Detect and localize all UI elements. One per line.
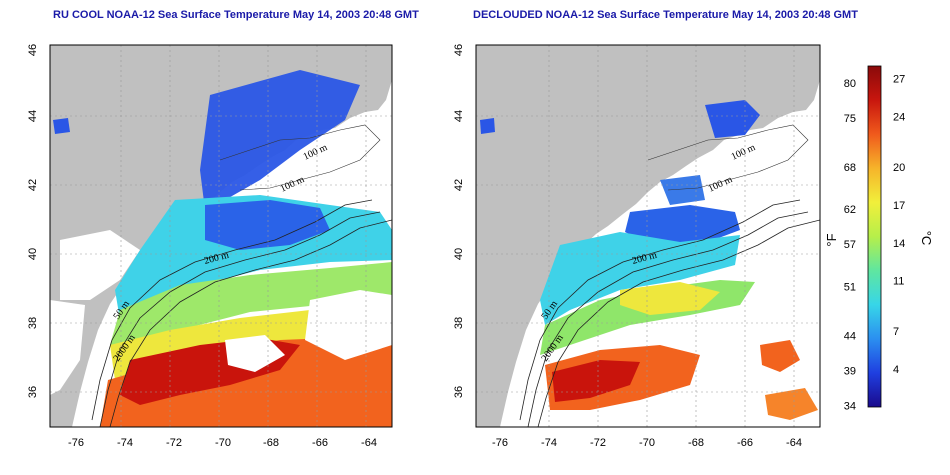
fahrenheit-tick-label: 57 [844, 239, 856, 251]
left-x-tick: -74 [117, 437, 133, 449]
fahrenheit-tick-label: 34 [844, 401, 856, 413]
left-y-tick: 38 [27, 317, 39, 329]
right-sst-orange-patch-east [760, 340, 800, 372]
right-x-axis: -76 -74 -72 -70 -68 -66 -64 [492, 437, 802, 449]
fahrenheit-tick-label: 51 [844, 281, 856, 293]
right-grid [476, 45, 820, 427]
right-y-tick: 44 [453, 110, 465, 122]
left-sst-orange-band [100, 338, 392, 427]
right-map-panel: 100 m 100 m 200 m 50 m 2000 m -76 -74 -7… [453, 44, 821, 449]
celsius-tick-label: 20 [893, 162, 905, 174]
right-contour-2000m [537, 219, 820, 427]
left-contour-2000m [109, 219, 392, 427]
celsius-tick-label: 7 [893, 326, 899, 338]
right-x-tick: -68 [688, 437, 704, 449]
left-contour-50m [91, 199, 373, 421]
left-cloud-patch-4 [50, 300, 85, 395]
right-x-tick: -64 [786, 437, 802, 449]
left-cloud-patch-1 [60, 230, 140, 300]
right-sst-cold-patch-1 [705, 100, 760, 138]
right-x-tick: -74 [541, 437, 557, 449]
left-y-tick: 44 [27, 110, 39, 122]
left-sst-island-patch [53, 118, 70, 134]
left-map-panel: 100 m 100 m 200 m 50 m 2000 m -76 -74 -7… [27, 44, 393, 449]
fahrenheit-ticks: 80 75 68 62 57 51 44 39 34 [844, 78, 856, 413]
right-land-mass [476, 45, 820, 427]
left-sst-green-band [110, 262, 392, 350]
left-sst-blue-patch [205, 200, 330, 250]
left-y-tick: 36 [27, 386, 39, 398]
right-x-tick: -72 [590, 437, 606, 449]
left-x-tick: -64 [361, 437, 377, 449]
colorbar-frame [867, 65, 882, 408]
right-y-tick: 46 [453, 44, 465, 56]
right-x-tick: -66 [737, 437, 753, 449]
right-sst-orange-patch-southeast [765, 388, 818, 420]
left-cloud-patch-3 [225, 335, 285, 372]
left-y-axis: 36 38 40 42 44 46 [27, 44, 39, 398]
right-sst-cold-patch-2 [660, 175, 705, 205]
celsius-tick-label: 14 [893, 238, 905, 250]
right-contour-100m [647, 124, 809, 191]
right-contour-50m [519, 199, 801, 421]
celsius-tick-label: 27 [893, 74, 905, 86]
celsius-tick-label: 17 [893, 200, 905, 212]
left-x-tick: -76 [68, 437, 84, 449]
celsius-ticks: 27 24 20 17 14 11 7 4 [893, 74, 905, 376]
right-y-tick: 40 [453, 248, 465, 260]
left-x-tick: -68 [263, 437, 279, 449]
right-panel-title: DECLOUDED NOAA-12 Sea Surface Temperatur… [473, 9, 858, 21]
right-y-tick: 36 [453, 386, 465, 398]
right-sst-red-core [552, 360, 640, 402]
left-panel-title: RU COOL NOAA-12 Sea Surface Temperature … [53, 9, 419, 21]
left-map-frame [49, 44, 393, 428]
left-x-tick: -72 [166, 437, 182, 449]
colorbar-gradient [868, 66, 881, 407]
right-sst-island-patch [480, 118, 495, 134]
right-contour-200m [527, 211, 809, 427]
celsius-tick-label: 11 [893, 276, 904, 288]
left-x-axis: -76 -74 -72 -70 -68 -66 -64 [68, 437, 377, 449]
left-land-mass [50, 45, 392, 427]
fahrenheit-tick-label: 75 [844, 113, 856, 125]
right-x-tick: -70 [639, 437, 655, 449]
right-y-tick: 38 [453, 317, 465, 329]
celsius-tick-label: 4 [893, 364, 899, 376]
left-grid [50, 45, 392, 427]
left-contour-100m [219, 124, 381, 191]
right-sst-cyan-band [540, 232, 740, 325]
left-y-tick: 46 [27, 44, 39, 56]
left-x-tick: -66 [312, 437, 328, 449]
right-x-tick: -76 [492, 437, 508, 449]
right-y-axis: 36 38 40 42 44 46 [453, 44, 465, 398]
right-sst-blue-patch [625, 205, 740, 245]
left-cloud-patch-2 [305, 290, 392, 360]
colorbar: 80 75 68 62 57 51 44 39 34 27 24 20 17 14 11 7 4 °F °C [824, 65, 934, 413]
left-contour-200m [99, 211, 381, 427]
celsius-unit-label: °C [919, 231, 934, 246]
right-map-frame [475, 44, 821, 428]
fahrenheit-tick-label: 80 [844, 78, 856, 90]
fahrenheit-tick-label: 39 [844, 366, 856, 378]
fahrenheit-tick-label: 68 [844, 162, 856, 174]
fahrenheit-tick-label: 44 [844, 330, 856, 342]
left-y-tick: 42 [27, 179, 39, 191]
right-sst-yellow-patch [620, 282, 720, 315]
fahrenheit-unit-label: °F [824, 233, 839, 246]
left-x-tick: -70 [215, 437, 231, 449]
fahrenheit-tick-label: 62 [844, 204, 856, 216]
celsius-tick-label: 24 [893, 112, 905, 124]
left-y-tick: 40 [27, 248, 39, 260]
right-y-tick: 42 [453, 179, 465, 191]
